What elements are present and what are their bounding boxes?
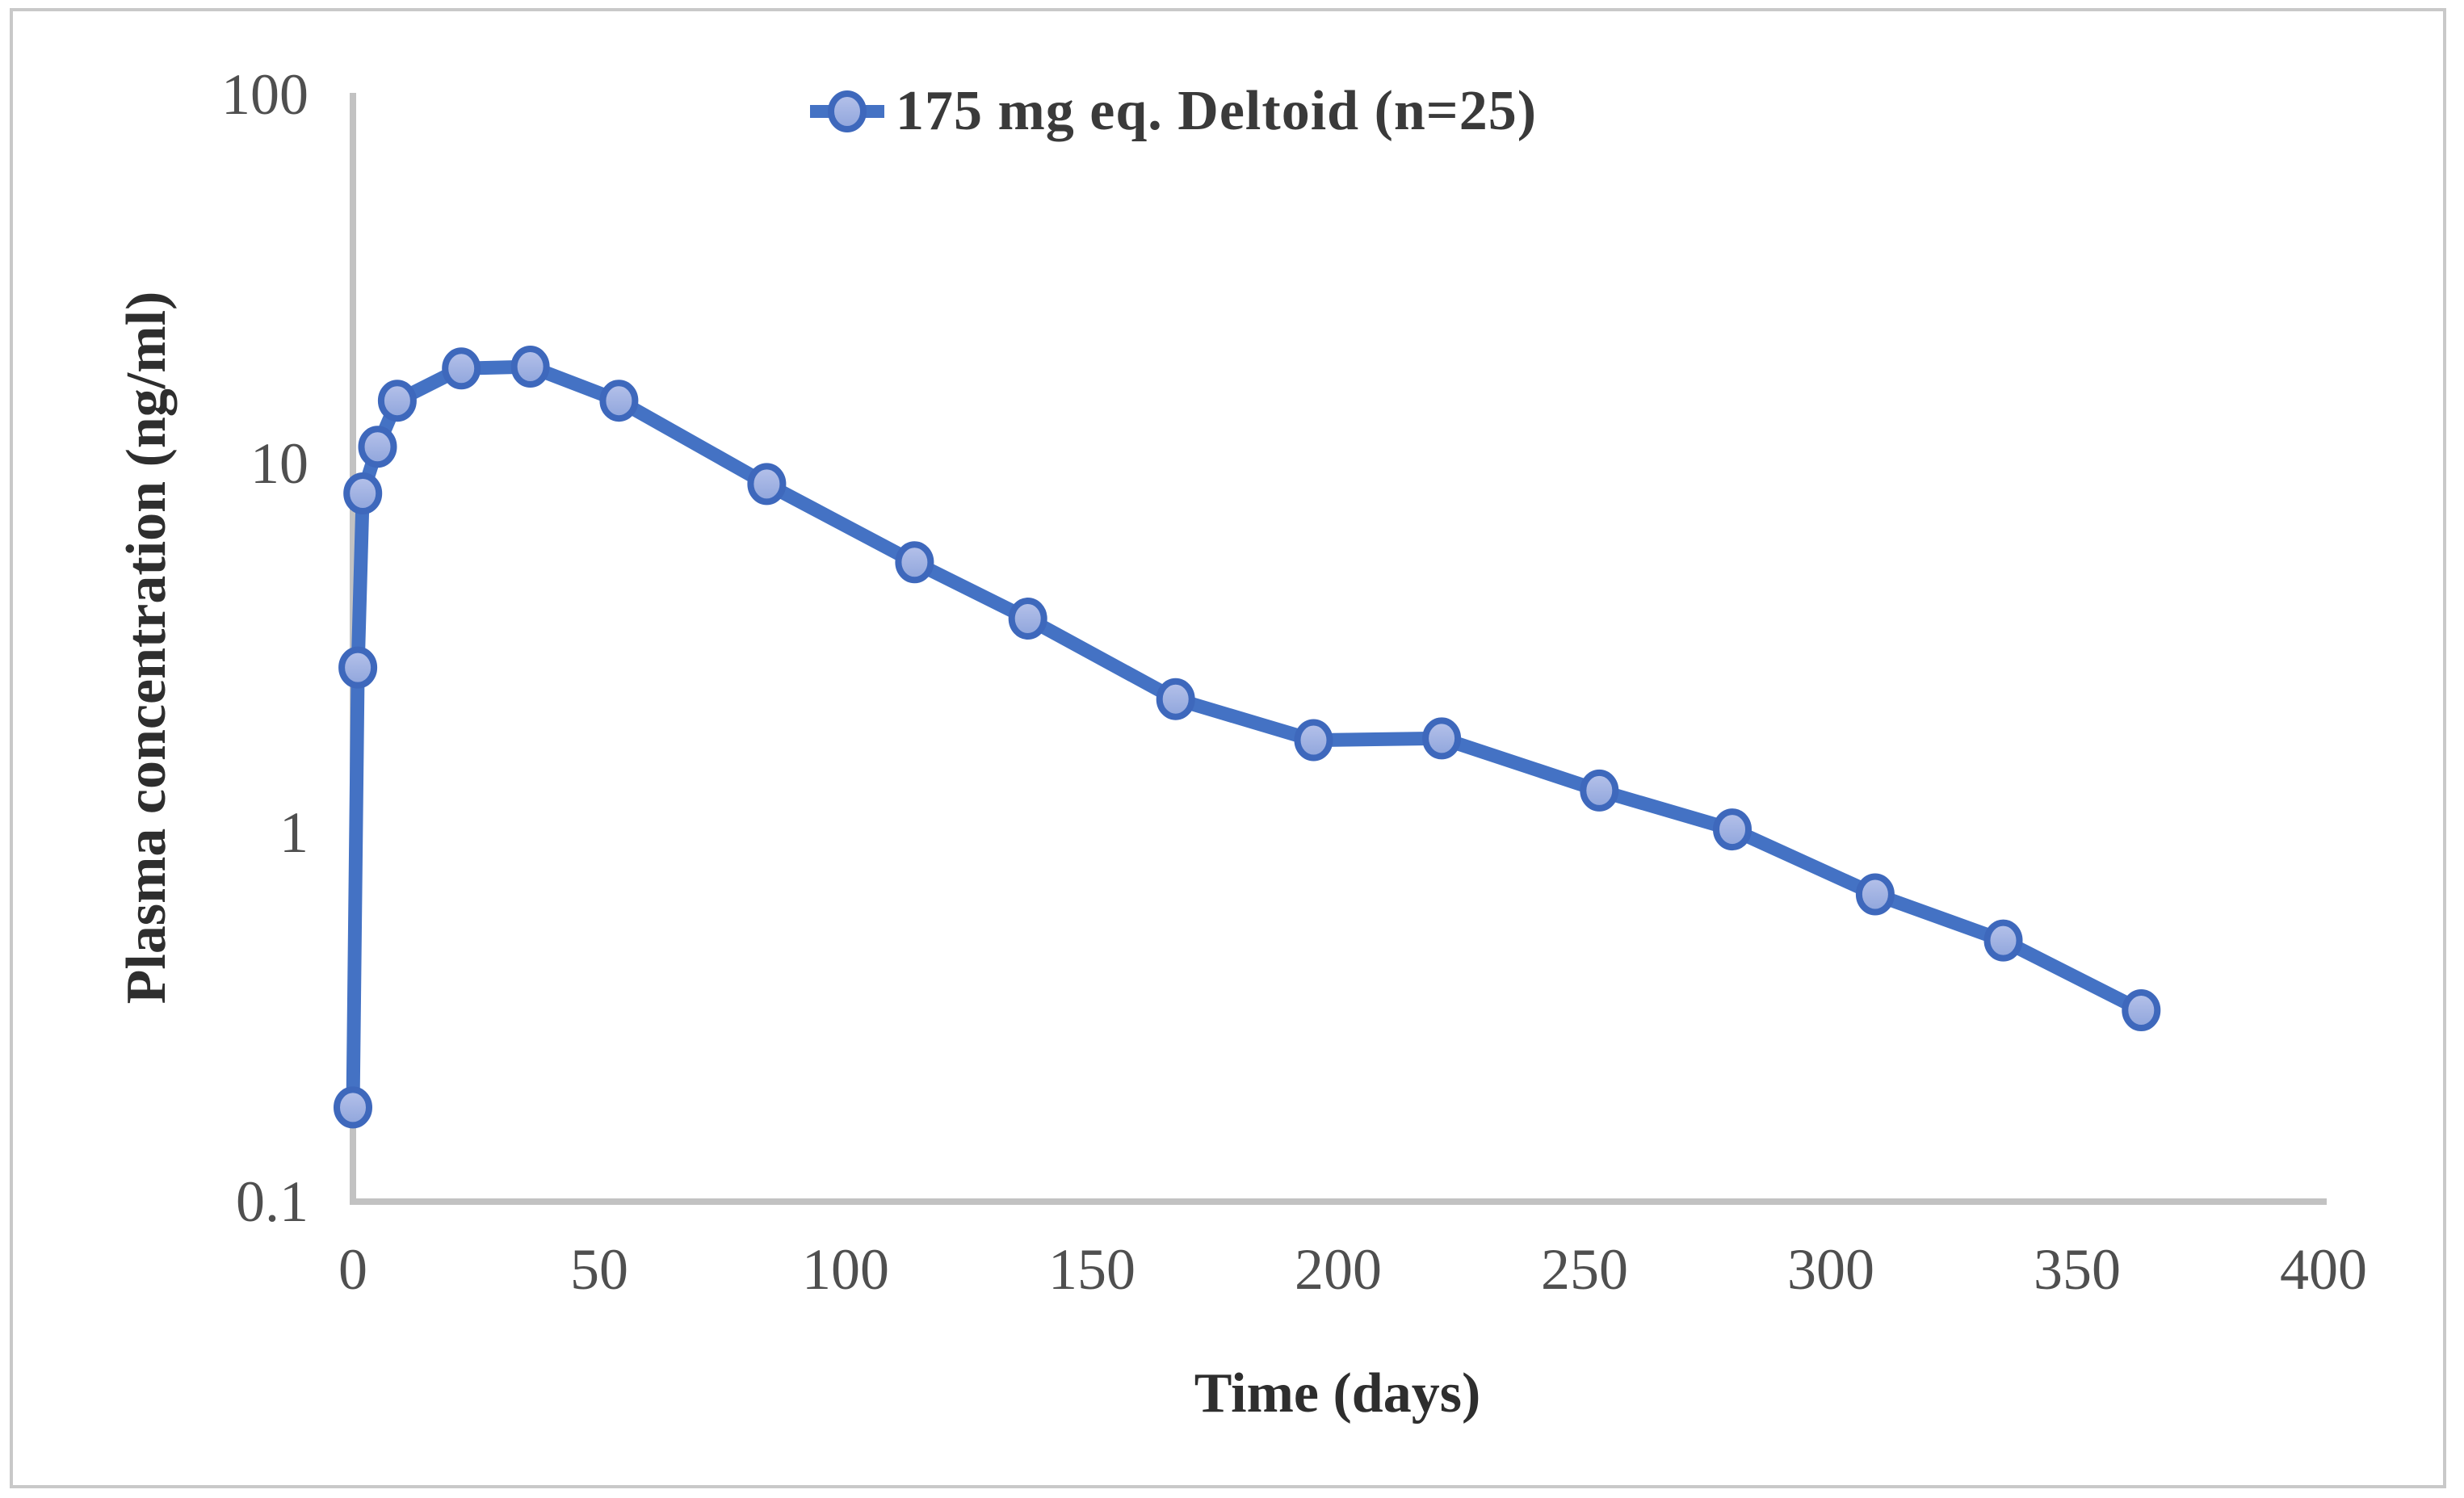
data-point-marker [1422,717,1462,760]
x-tick-label: 350 [2034,1237,2121,1302]
y-axis-title: Plasma concentration (ng/ml) [115,291,178,1005]
legend-marker-icon [810,90,884,132]
data-point-marker [1713,808,1752,851]
data-point-marker [338,646,378,689]
y-tick-label: 100 [221,62,309,127]
data-point-marker [510,346,550,388]
legend-label: 175 mg eq. Deltoid (n=25) [896,80,1538,142]
x-tick-label: 200 [1295,1237,1382,1302]
data-point-marker [1156,678,1195,720]
x-axis-title: Time (days) [1194,1362,1481,1425]
y-tick-label: 1 [279,800,309,865]
data-point-marker [442,347,481,390]
data-point-marker [1580,769,1619,812]
axes [350,93,2327,1205]
data-point-marker [1008,598,1047,640]
x-tick-label: 250 [1541,1237,1628,1302]
data-point-marker [1855,873,1895,916]
data-point-marker [1983,919,2023,962]
data-point-marker [895,541,934,584]
data-point-marker [358,426,397,468]
x-tick-label: 50 [570,1237,628,1302]
x-tick-label: 0 [338,1237,367,1302]
data-point-marker [343,472,383,514]
y-tick-label: 0.1 [236,1169,309,1234]
x-tick-label: 100 [802,1237,889,1302]
data-point-marker [1294,719,1333,762]
y-tick-label: 10 [250,431,309,496]
x-tick-label: 150 [1048,1237,1135,1302]
figure-border [10,8,2446,1488]
tick-labels: 0 50 100 150 200 250 300 350 400 100 10 1 0.1 [221,62,2367,1302]
data-series [334,346,2161,1129]
x-tick-label: 300 [1787,1237,1874,1302]
data-point-marker [334,1086,372,1129]
data-point-marker [599,380,639,422]
data-point-marker [377,380,417,422]
series-line [346,359,2148,1114]
data-point-marker [2122,989,2161,1032]
x-tick-label: 400 [2280,1237,2367,1302]
legend: 175 mg eq. Deltoid (n=25) [810,80,1537,143]
data-point-marker [747,463,787,506]
